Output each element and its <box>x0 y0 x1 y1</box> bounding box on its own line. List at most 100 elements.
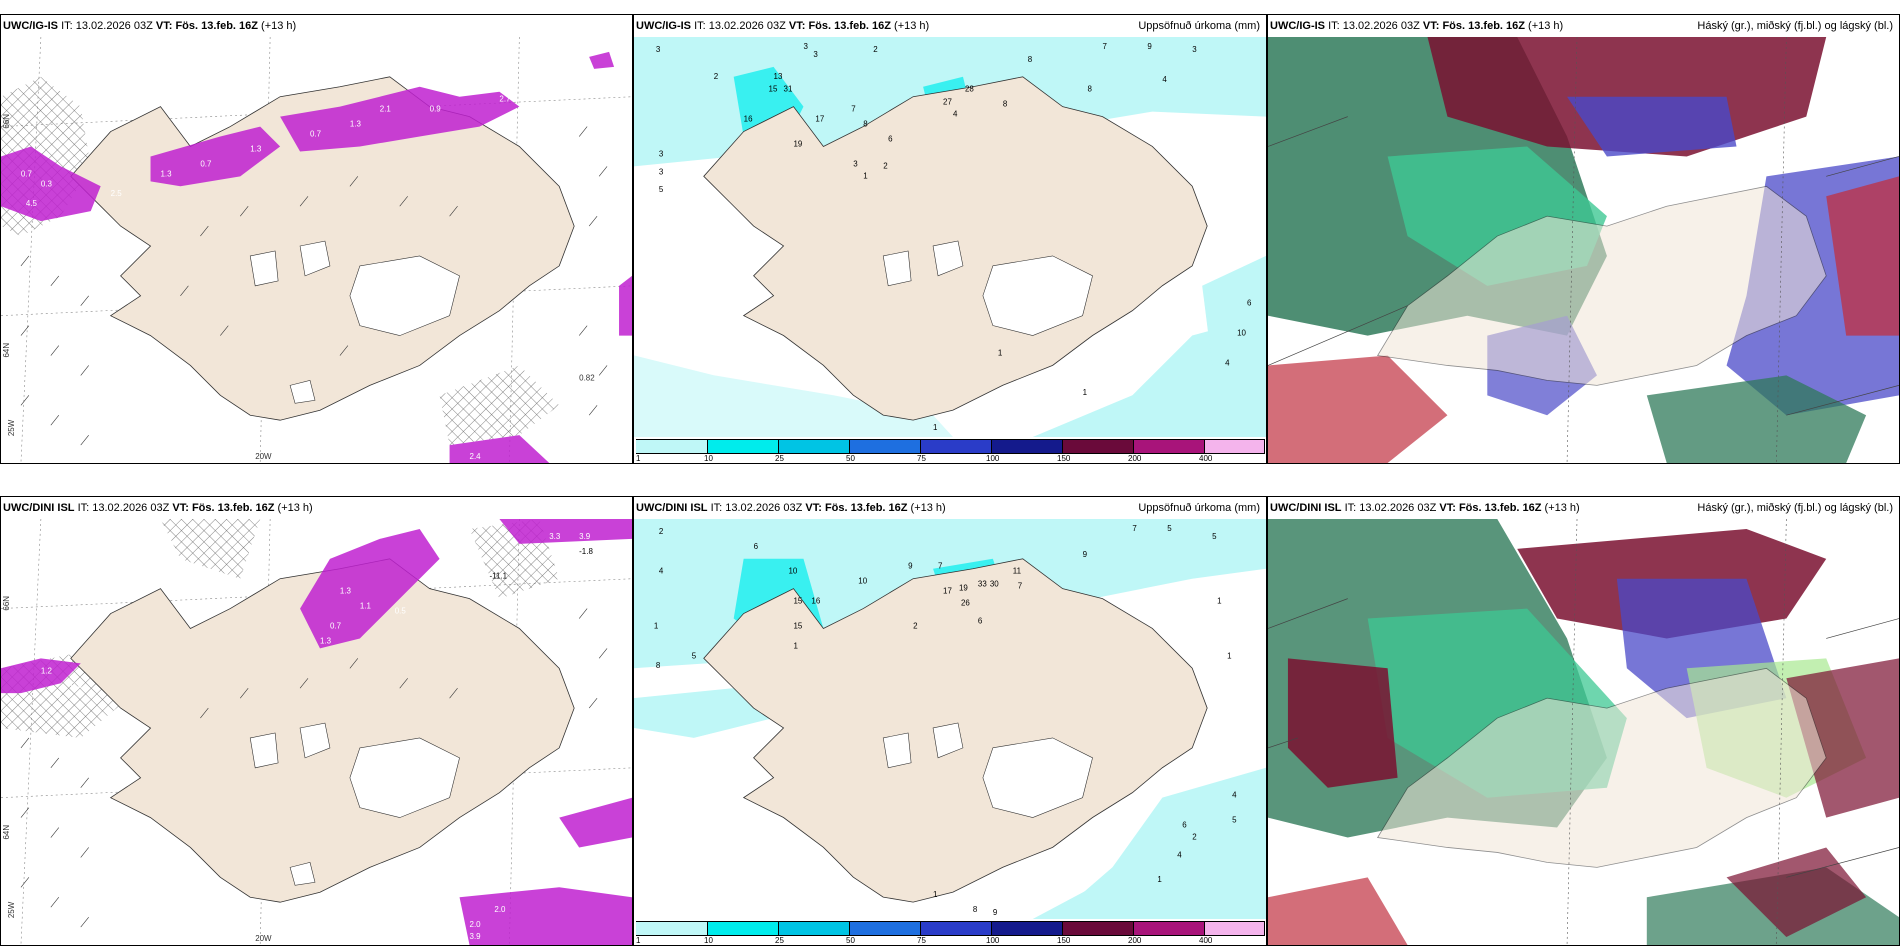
latitude-label: 66N <box>2 596 11 611</box>
colorbar-swatch <box>779 439 850 454</box>
precip-value: 13 <box>774 72 783 81</box>
precip-value: 15 <box>769 85 778 94</box>
longitude-label: 20W <box>255 452 272 461</box>
wind-value-label: 1.3 <box>350 120 362 129</box>
panel-wind-bottom: UWC/DINI ISL IT: 13.02.2026 03Z VT: Fös.… <box>0 496 633 946</box>
colorbar-swatch <box>708 921 779 936</box>
colorbar-swatch <box>1205 439 1265 454</box>
wind-value-label: 2.1 <box>380 105 392 114</box>
wind-map: 0.7 0.3 4.5 2.5 1.3 0.7 1.3 0.7 1.3 2.1 … <box>1 37 632 463</box>
precip-map: 3 3 3 2 2 8 7 9 3 13 15 31 16 17 19 7 6 … <box>634 37 1266 437</box>
precip-value: 8 <box>656 661 661 670</box>
precip-value: 5 <box>1167 524 1172 533</box>
colorbar-label: 75 <box>917 936 926 945</box>
colorbar-label: 25 <box>775 936 784 945</box>
panel-cloud-top: UWC/IG-IS IT: 13.02.2026 03Z VT: Fös. 13… <box>1267 14 1900 464</box>
panel-header: UWC/DINI ISL IT: 13.02.2026 03Z VT: Fös.… <box>1268 497 1899 519</box>
cloud-map <box>1268 519 1899 945</box>
wind-value-label: 0.3 <box>71 681 83 690</box>
colorbar-label: 1 <box>636 454 641 463</box>
wind-value-label: 2.0 <box>494 905 506 914</box>
precip-value: 6 <box>888 134 893 143</box>
wind-value-label: 0.82 <box>579 373 595 382</box>
precip-value: 16 <box>744 115 753 124</box>
panel-header: UWC/DINI ISL IT: 13.02.2026 03Z VT: Fös.… <box>634 497 1266 519</box>
colorbar-label: 400 <box>1199 936 1213 945</box>
panel-precip-bottom: UWC/DINI ISL IT: 13.02.2026 03Z VT: Fös.… <box>633 496 1267 946</box>
colorbar-swatch <box>636 439 708 454</box>
wind-map: 1.2 0.3 3 1.3 0.7 1.1 0.5 1.3 2.0 3.3 3.… <box>1 519 632 945</box>
wind-value-label: 1.1 <box>360 602 372 611</box>
precip-value: 2 <box>1192 832 1197 841</box>
precip-value: 10 <box>789 567 798 576</box>
wind-value-label: 3.3 <box>549 532 561 541</box>
wind-value-label: 0.7 <box>200 159 212 168</box>
cloud-title: Háský (gr.), miðský (fj.bl.) og lágský (… <box>1697 502 1893 514</box>
precip-value: 3 <box>1192 45 1197 54</box>
colorbar-label: 1 <box>636 936 641 945</box>
colorbar-swatch <box>636 921 708 936</box>
wind-value-label: 1.3 <box>320 636 332 645</box>
colorbar-label: 150 <box>1057 936 1071 945</box>
precip-value: 6 <box>1182 820 1187 829</box>
colorbar-label: 200 <box>1128 454 1142 463</box>
panel-precip-top: UWC/IG-IS IT: 13.02.2026 03Z VT: Fös. 13… <box>633 14 1267 464</box>
colorbar-label: 100 <box>986 936 1000 945</box>
precip-value: 1 <box>793 641 798 650</box>
precip-value: 7 <box>938 562 943 571</box>
wind-value-label: -1.8 <box>579 547 593 556</box>
colorbar-swatch <box>1063 439 1134 454</box>
colorbar-label: 200 <box>1128 936 1142 945</box>
precip-value: 7 <box>1132 524 1137 533</box>
longitude-label: 20W <box>255 934 272 943</box>
precip-value: 1 <box>1227 651 1232 660</box>
precip-value: 4 <box>659 567 664 576</box>
panel-wind-top: UWC/IG-IS IT: 13.02.2026 03Z VT: Fös. 13… <box>0 14 633 464</box>
wind-value-label: 1.3 <box>250 144 262 153</box>
precip-value: 33 <box>978 580 987 589</box>
precip-value: 4 <box>1162 75 1167 84</box>
wind-value-label: 0.5 <box>395 607 407 616</box>
colorbar-swatch <box>992 439 1063 454</box>
panel-header: UWC/IG-IS IT: 13.02.2026 03Z VT: Fös. 13… <box>634 15 1266 37</box>
precip-value: 1 <box>863 171 868 180</box>
colorbar-swatch <box>921 921 992 936</box>
precip-value: 7 <box>851 105 856 114</box>
precip-value: 8 <box>1028 55 1033 64</box>
wind-value-label: 0.7 <box>310 130 322 139</box>
wind-value-label: 0.9 <box>430 105 442 114</box>
precip-value: 8 <box>863 120 868 129</box>
precip-value: 3 <box>853 159 858 168</box>
colorbar-label: 400 <box>1199 454 1213 463</box>
wind-value-label: 0.3 <box>41 179 53 188</box>
precip-value: 7 <box>1018 582 1023 591</box>
precip-value: 3 <box>803 42 808 51</box>
precip-value: 30 <box>990 580 999 589</box>
colorbar-label: 50 <box>846 936 855 945</box>
panel-header: UWC/DINI ISL IT: 13.02.2026 03Z VT: Fös.… <box>1 497 632 519</box>
wind-value-label: 4.5 <box>26 199 38 208</box>
precip-value: 9 <box>908 562 913 571</box>
colorbar-swatch <box>1063 921 1134 936</box>
precip-value: 19 <box>793 139 802 148</box>
cloud-title: Háský (gr.), miðský (fj.bl.) og lágský (… <box>1697 20 1893 32</box>
precip-value: 6 <box>1247 299 1252 308</box>
precip-value: 2 <box>714 72 719 81</box>
wind-value-label: 3.9 <box>579 532 591 541</box>
precip-value: 8 <box>1003 100 1008 109</box>
precip-value: 28 <box>965 85 974 94</box>
panel-header: UWC/IG-IS IT: 13.02.2026 03Z VT: Fös. 13… <box>1 15 632 37</box>
colorbar-label: 50 <box>846 454 855 463</box>
precip-value: 27 <box>943 98 952 107</box>
latitude-label: 64N <box>2 825 11 840</box>
wind-value-label: 1.2 <box>41 666 53 675</box>
precip-value: 4 <box>953 110 958 119</box>
precip-value: 17 <box>815 115 824 124</box>
precip-value: 3 <box>659 167 664 176</box>
precip-value: 1 <box>1157 875 1162 884</box>
colorbar-label: 100 <box>986 454 1000 463</box>
wind-value-label: 2.5 <box>111 189 123 198</box>
latitude-label: 66N <box>2 114 11 129</box>
wind-value-label: 0.7 <box>21 169 33 178</box>
wind-value-label: -11.1 <box>489 572 507 581</box>
